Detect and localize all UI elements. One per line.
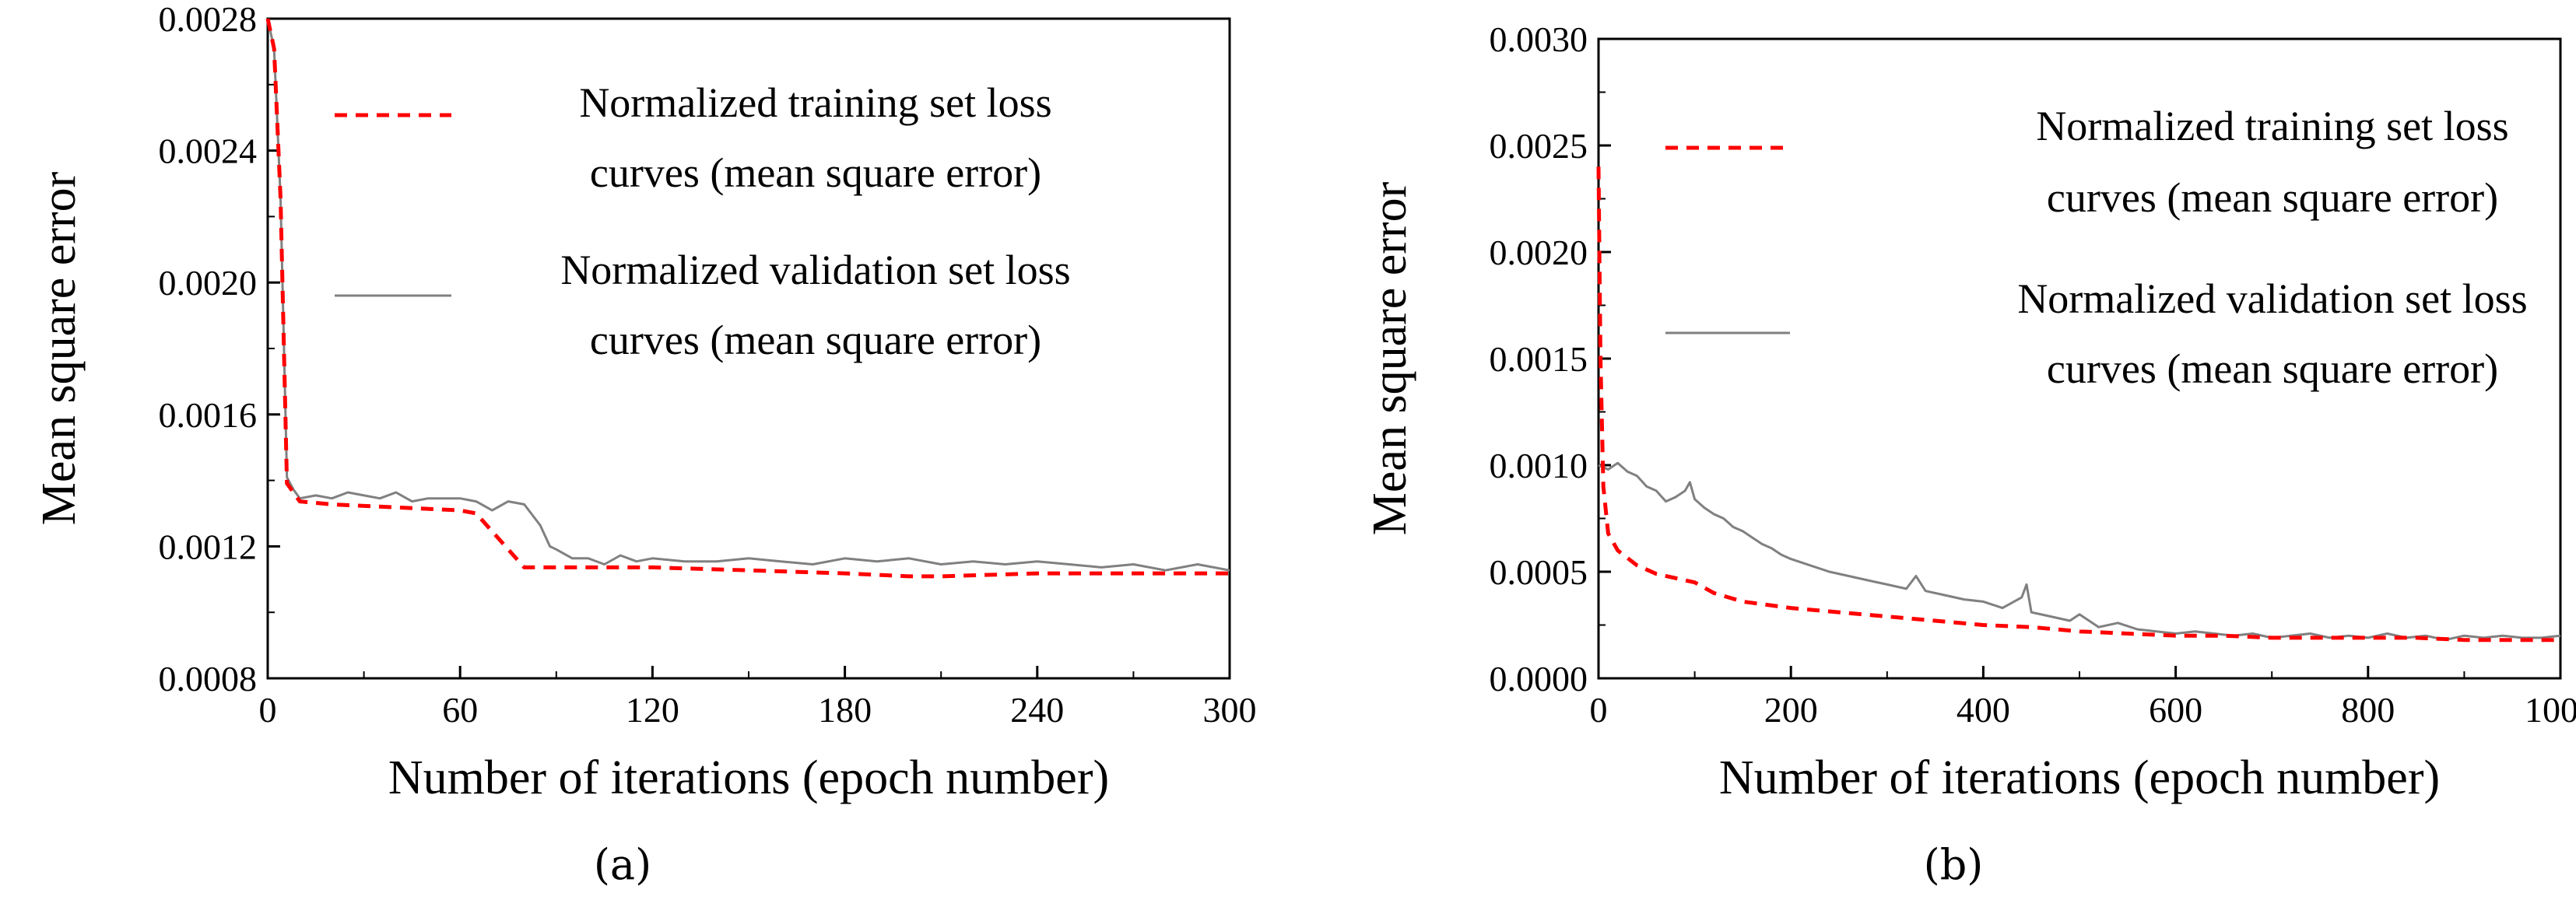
panel-caption: (a) <box>594 840 651 889</box>
y-tick-label: 0.0000 <box>1490 659 1588 699</box>
x-tick-label: 120 <box>626 690 679 730</box>
y-tick-label: 0.0005 <box>1490 552 1588 592</box>
training-loss-line <box>265 18 1230 579</box>
y-tick-label: 0.0016 <box>159 395 258 435</box>
y-tick-label: 0.0020 <box>159 263 258 303</box>
x-tick-label: 0 <box>1590 690 1608 730</box>
y-tick-label: 0.0025 <box>1490 126 1588 166</box>
x-axis-title: Number of iterations (epoch number) <box>388 751 1109 804</box>
y-tick-label: 0.0010 <box>1490 446 1588 485</box>
panel-caption: (b) <box>1924 840 1984 889</box>
x-tick-label: 600 <box>2149 690 2202 730</box>
legend-validation-label: Normalized validation set loss <box>560 247 1070 293</box>
y-axis-title: Mean square error <box>33 171 86 525</box>
legend-validation-label: curves (mean square error) <box>590 317 1041 363</box>
legend-training-label: curves (mean square error) <box>590 149 1041 196</box>
legend-validation-label: Normalized validation set loss <box>2017 275 2527 322</box>
y-tick-label: 0.0012 <box>159 527 258 566</box>
y-axis-title: Mean square error <box>1363 181 1416 535</box>
chart-panel-a: 0 60 120 180 240 300 0.0008 0.0012 0.0016 0.0020 0… <box>33 0 1257 889</box>
x-tick-label: 800 <box>2341 690 2395 730</box>
x-tick-label: 0 <box>259 690 277 730</box>
training-loss-line <box>1596 166 2560 643</box>
x-tick-label: 180 <box>818 690 872 730</box>
legend-training-label: Normalized training set loss <box>2036 103 2508 149</box>
y-tick-label: 0.0015 <box>1490 339 1588 379</box>
y-tick-label: 0.0028 <box>159 0 258 39</box>
x-tick-label: 240 <box>1010 690 1064 730</box>
x-axis-title: Number of iterations (epoch number) <box>1719 751 2440 804</box>
y-tick-label: 0.0008 <box>159 659 258 699</box>
x-tick-label: 300 <box>1203 690 1257 730</box>
legend-validation-label: curves (mean square error) <box>2047 345 2498 392</box>
validation-loss-line <box>266 18 1230 572</box>
x-tick-label: 200 <box>1764 690 1818 730</box>
validation-loss-line <box>1598 461 2561 642</box>
x-tick-label: 400 <box>1957 690 2010 730</box>
legend-training-label: curves (mean square error) <box>2047 174 2498 221</box>
x-tick-label: 60 <box>442 690 478 730</box>
y-tick-label: 0.0030 <box>1490 19 1588 59</box>
legend-training-label: Normalized training set loss <box>579 79 1051 126</box>
y-tick-label: 0.0020 <box>1490 233 1588 272</box>
y-tick-label: 0.0024 <box>159 131 258 171</box>
